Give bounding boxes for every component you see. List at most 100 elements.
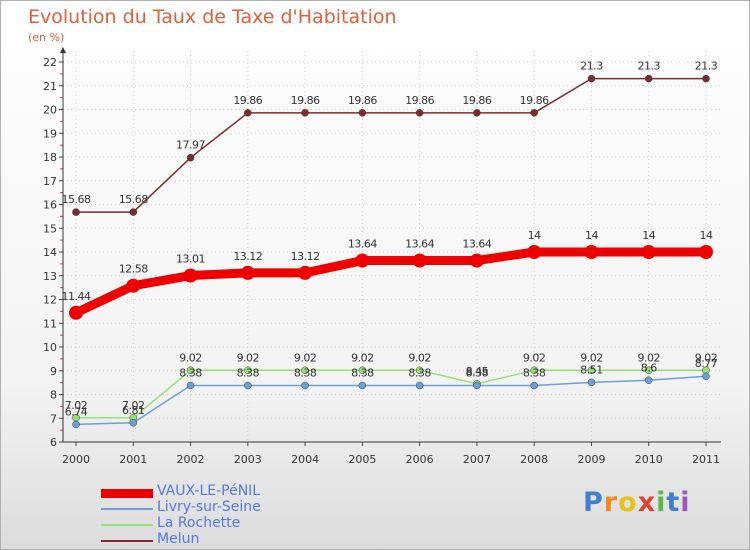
data-label-vaux-le-p-nil: 13.64 bbox=[462, 238, 491, 251]
point-livry-sur-seine bbox=[186, 381, 195, 390]
proxiti-logo: Proxiti bbox=[583, 487, 691, 518]
legend-swatch-vaux bbox=[101, 489, 153, 498]
x-tick-label: 2009 bbox=[577, 453, 605, 466]
point-melun bbox=[530, 109, 538, 117]
point-la-rochette bbox=[415, 366, 424, 375]
legend-label-livry: Livry-sur-Seine bbox=[157, 499, 261, 515]
series-line-la-rochette bbox=[75, 369, 707, 419]
x-tick-label: 2010 bbox=[635, 453, 663, 466]
legend-label-vaux: VAUX-LE-PéNIL bbox=[157, 483, 261, 499]
data-label-la-rochette: 9.02 bbox=[523, 351, 546, 364]
point-la-rochette bbox=[358, 366, 367, 375]
data-label-vaux-le-p-nil: 14 bbox=[642, 229, 655, 242]
point-vaux-le-p-nil bbox=[641, 245, 656, 259]
point-livry-sur-seine bbox=[129, 419, 138, 427]
data-label-la-rochette: 9.02 bbox=[637, 351, 660, 364]
data-label-livry-sur-seine: 8.77 bbox=[695, 357, 718, 370]
data-label-la-rochette: 9.02 bbox=[179, 351, 202, 364]
data-label-livry-sur-seine: 8.38 bbox=[237, 366, 260, 379]
point-livry-sur-seine bbox=[473, 381, 481, 390]
data-label-la-rochette: 9.02 bbox=[580, 351, 603, 364]
point-vaux-le-p-nil bbox=[69, 305, 83, 320]
point-vaux-le-p-nil bbox=[240, 265, 255, 280]
x-tick-label: 2005 bbox=[348, 453, 376, 466]
x-tick-label: 2007 bbox=[463, 453, 491, 466]
data-label-melun: 21.3 bbox=[637, 60, 660, 73]
point-la-rochette bbox=[301, 366, 309, 375]
data-label-vaux-le-p-nil: 11.44 bbox=[62, 290, 91, 303]
data-label-la-rochette: 7.02 bbox=[65, 399, 88, 412]
data-label-livry-sur-seine: 6.74 bbox=[65, 405, 88, 418]
data-label-la-rochette: 9.02 bbox=[351, 351, 374, 364]
point-la-rochette bbox=[530, 366, 538, 375]
point-livry-sur-seine bbox=[530, 381, 538, 390]
data-label-livry-sur-seine: 8.38 bbox=[179, 366, 202, 379]
series-line-melun bbox=[75, 77, 707, 213]
data-label-melun: 21.3 bbox=[695, 60, 718, 73]
data-label-melun: 21.3 bbox=[580, 60, 603, 73]
y-tick-label: 7 bbox=[50, 412, 57, 425]
point-livry-sur-seine bbox=[415, 381, 424, 390]
data-label-livry-sur-seine: 8.38 bbox=[408, 366, 431, 379]
legend-item-vaux: VAUX-LE-PéNIL bbox=[101, 483, 361, 501]
x-tick-label: 2001 bbox=[119, 453, 147, 466]
data-label-livry-sur-seine: 8.38 bbox=[294, 366, 317, 379]
data-label-melun: 19.86 bbox=[405, 94, 434, 107]
y-axis-arrow bbox=[60, 47, 66, 53]
y-tick-label: 17 bbox=[43, 175, 57, 188]
point-melun bbox=[301, 109, 309, 117]
legend-item-melun: Melun bbox=[101, 531, 361, 549]
legend-label-melun: Melun bbox=[157, 531, 200, 547]
data-label-melun: 19.86 bbox=[348, 94, 377, 107]
data-label-melun: 17.97 bbox=[176, 139, 205, 152]
x-tick-label: 2000 bbox=[62, 453, 90, 466]
point-vaux-le-p-nil bbox=[412, 253, 427, 268]
data-label-livry-sur-seine: 8.38 bbox=[523, 366, 546, 379]
data-label-la-rochette: 9.02 bbox=[294, 351, 317, 364]
data-label-la-rochette: 9.02 bbox=[695, 351, 718, 364]
data-label-vaux-le-p-nil: 14 bbox=[528, 229, 541, 242]
point-melun bbox=[473, 109, 481, 117]
data-label-vaux-le-p-nil: 12.58 bbox=[119, 263, 148, 276]
legend-item-rochette: La Rochette bbox=[101, 515, 361, 533]
y-tick-label: 19 bbox=[43, 127, 57, 140]
x-tick-label: 2006 bbox=[406, 453, 434, 466]
data-label-melun: 15.68 bbox=[119, 193, 148, 206]
x-tick-label: 2004 bbox=[291, 453, 319, 466]
point-livry-sur-seine bbox=[72, 420, 80, 429]
legend: VAUX-LE-PéNIL Livry-sur-Seine La Rochett… bbox=[101, 483, 361, 549]
data-label-la-rochette: 7.02 bbox=[122, 399, 145, 412]
point-melun bbox=[415, 109, 424, 117]
y-tick-label: 8 bbox=[50, 389, 57, 402]
y-tick-label: 12 bbox=[43, 294, 57, 307]
data-label-vaux-le-p-nil: 13.12 bbox=[291, 250, 320, 263]
data-label-livry-sur-seine: 8.51 bbox=[580, 363, 603, 376]
point-la-rochette bbox=[644, 366, 653, 375]
y-tick-label: 15 bbox=[43, 222, 57, 235]
y-tick-label: 21 bbox=[43, 80, 57, 93]
data-label-vaux-le-p-nil: 13.12 bbox=[233, 250, 262, 263]
data-label-livry-sur-seine: 8.38 bbox=[466, 366, 489, 379]
point-la-rochette bbox=[244, 366, 252, 375]
data-label-vaux-le-p-nil: 13.64 bbox=[405, 238, 434, 251]
series-line-vaux-le-p-nil bbox=[71, 247, 711, 318]
legend-swatch-livry bbox=[101, 508, 153, 510]
y-tick-label: 14 bbox=[43, 246, 57, 259]
point-melun bbox=[72, 208, 80, 216]
point-vaux-le-p-nil bbox=[355, 253, 370, 268]
point-melun bbox=[702, 74, 710, 83]
legend-swatch-melun bbox=[101, 540, 153, 542]
point-vaux-le-p-nil bbox=[183, 268, 198, 283]
point-livry-sur-seine bbox=[301, 381, 309, 390]
point-melun bbox=[587, 74, 596, 83]
data-label-melun: 19.86 bbox=[520, 94, 549, 107]
legend-item-livry: Livry-sur-Seine bbox=[101, 499, 361, 517]
y-tick-label: 18 bbox=[43, 151, 57, 164]
x-tick-label: 2002 bbox=[177, 453, 205, 466]
point-vaux-le-p-nil bbox=[126, 278, 141, 293]
y-tick-label: 20 bbox=[43, 104, 57, 117]
data-label-melun: 19.86 bbox=[291, 94, 320, 107]
data-label-vaux-le-p-nil: 13.64 bbox=[348, 238, 377, 251]
